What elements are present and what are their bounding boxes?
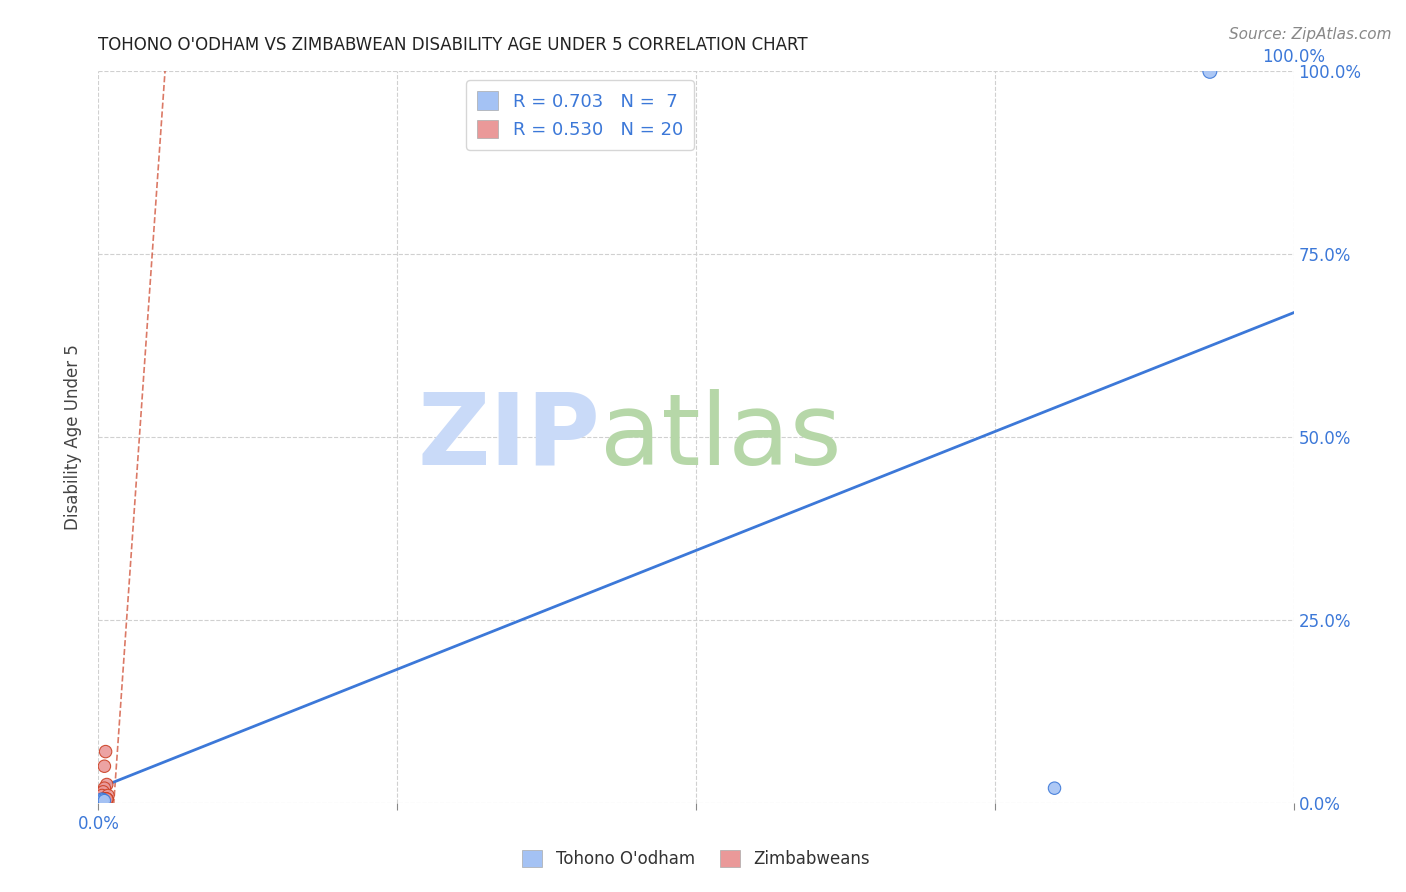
- Point: [96, 777, 118, 792]
- Text: atlas: atlas: [600, 389, 842, 485]
- Point: [94, 792, 117, 806]
- Point: [91, 785, 114, 799]
- Legend: Tohono O'odham, Zimbabweans: Tohono O'odham, Zimbabweans: [516, 844, 876, 875]
- Point: [96, 792, 118, 806]
- Point: [90, 794, 112, 808]
- Text: Source: ZipAtlas.com: Source: ZipAtlas.com: [1229, 27, 1392, 42]
- Point: [93, 792, 115, 806]
- Point: [93, 794, 115, 808]
- Point: [91, 792, 114, 806]
- Point: [94, 792, 117, 806]
- Point: [97, 789, 120, 803]
- Point: [93, 792, 115, 806]
- Point: [89, 794, 111, 808]
- Point: [91, 793, 114, 807]
- Point: [94, 745, 117, 759]
- Point: [91, 792, 114, 806]
- Point: [1198, 64, 1220, 78]
- Point: [96, 792, 118, 806]
- Text: TOHONO O'ODHAM VS ZIMBABWEAN DISABILITY AGE UNDER 5 CORRELATION CHART: TOHONO O'ODHAM VS ZIMBABWEAN DISABILITY …: [98, 36, 808, 54]
- Point: [93, 781, 115, 796]
- Point: [94, 792, 117, 806]
- Point: [93, 792, 115, 806]
- Point: [94, 792, 117, 806]
- Point: [93, 792, 115, 806]
- Point: [93, 759, 115, 773]
- Text: ZIP: ZIP: [418, 389, 600, 485]
- Y-axis label: Disability Age Under 5: Disability Age Under 5: [65, 344, 83, 530]
- Point: [96, 792, 118, 806]
- Point: [91, 789, 114, 803]
- Point: [1043, 781, 1066, 796]
- Point: [91, 792, 114, 806]
